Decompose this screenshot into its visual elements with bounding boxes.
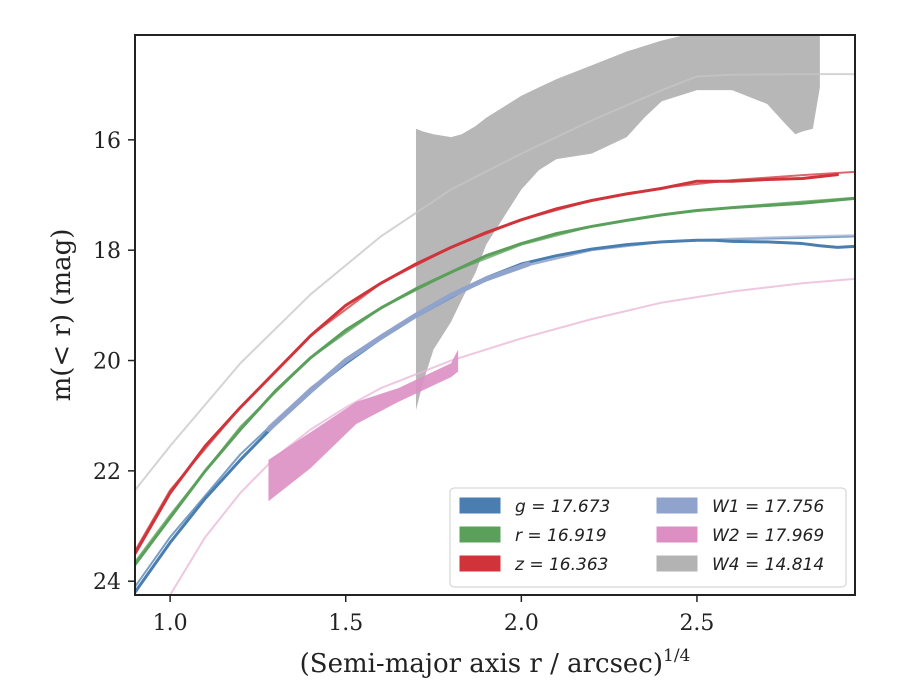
- legend-swatch-w4: [656, 555, 698, 572]
- y-tick-label: 24: [93, 570, 121, 595]
- x-axis-label: (Semi-major axis r / arcsec)1/4: [300, 646, 691, 679]
- legend-swatch-z: [459, 555, 501, 572]
- y-tick-label: 22: [93, 460, 121, 485]
- legend-label-w4: W4 = 14.814: [712, 555, 824, 575]
- legend-swatch-r: [459, 526, 501, 543]
- series-w2-model-line: [169, 277, 855, 595]
- y-tick-label: 18: [93, 239, 121, 264]
- x-tick-label: 1.5: [328, 611, 363, 636]
- plot-frame: [134, 34, 856, 596]
- legend-label-g: g = 17.673: [515, 497, 610, 517]
- legend: g = 17.673 r = 16.919 z = 16.363 W1 = 17.75…: [449, 487, 847, 588]
- y-axis: 16 18 20 22 24: [93, 129, 135, 595]
- legend-box: [449, 487, 847, 588]
- plot-area: [135, 35, 855, 595]
- series-w1-line: [265, 261, 531, 432]
- series-w2-band: [268, 349, 459, 502]
- legend-swatch-g: [459, 497, 501, 514]
- series-w4-model-line: [135, 73, 855, 492]
- x-tick-label: 2.5: [679, 611, 714, 636]
- y-tick-label: 16: [93, 129, 121, 154]
- legend-swatch-w1: [656, 497, 698, 514]
- x-axis: 1.0 1.5 2.0 2.5: [153, 595, 714, 636]
- y-axis-label: m(< r) (mag): [47, 229, 77, 402]
- y-tick-label: 20: [93, 350, 121, 375]
- x-axis-label-superscript: 1/4: [663, 646, 690, 666]
- legend-label-r: r = 16.919: [515, 526, 607, 546]
- legend-label-w2: W2 = 17.969: [712, 526, 824, 546]
- series-w4-band: [415, 35, 820, 411]
- series-w1-model-line: [267, 234, 855, 428]
- legend-swatch-w2: [656, 526, 698, 543]
- x-tick-label: 1.0: [153, 611, 188, 636]
- x-tick-label: 2.0: [504, 611, 539, 636]
- legend-label-z: z = 16.363: [514, 555, 608, 575]
- series-r-line: [135, 196, 855, 567]
- x-axis-label-text: (Semi-major axis r / arcsec): [300, 649, 663, 679]
- legend-label-w1: W1 = 17.756: [712, 497, 824, 517]
- series-z-line: [135, 173, 839, 556]
